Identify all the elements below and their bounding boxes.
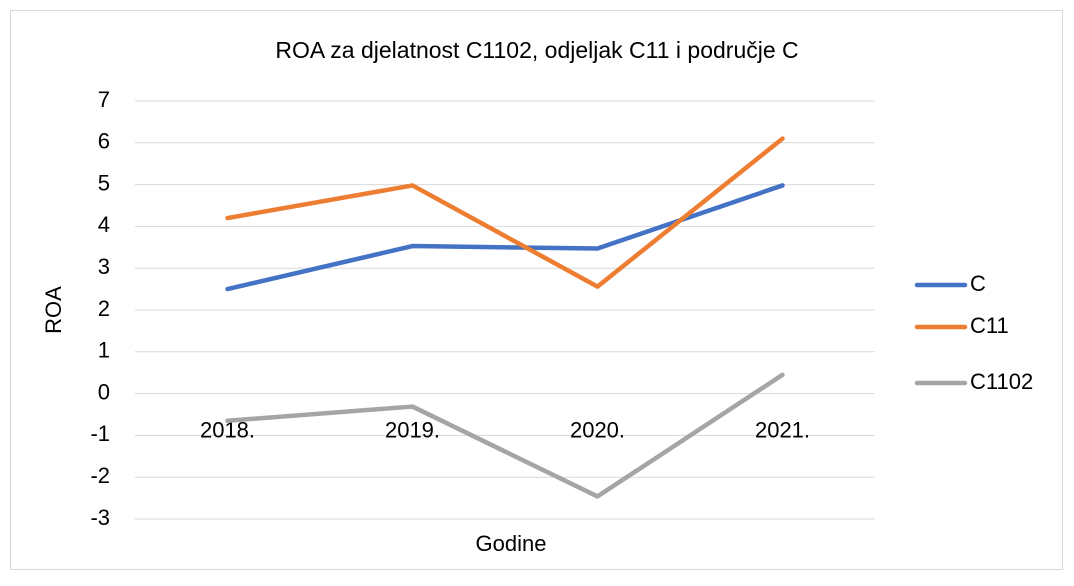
line-series: [225, 136, 785, 289]
x-tick-label: 2019.: [385, 417, 440, 442]
y-tick-label: 7: [98, 87, 110, 112]
x-tick-label: 2021.: [755, 417, 810, 442]
line-series: [225, 183, 785, 292]
y-tick-label: -2: [90, 463, 110, 488]
legend-label: C11: [970, 313, 1009, 338]
y-tick-label: 4: [98, 212, 110, 237]
y-tick-label: 6: [98, 129, 110, 154]
y-tick-label: 1: [98, 338, 110, 363]
y-tick-label: 0: [98, 379, 110, 404]
y-tick-label: 5: [98, 170, 110, 195]
x-tick-label: 2020.: [570, 417, 625, 442]
x-axis-label: Godine: [476, 531, 547, 556]
legend-label: C1102: [970, 369, 1033, 394]
y-tick-label: 2: [98, 296, 110, 321]
y-axis-label: ROA: [41, 286, 66, 334]
line-series: [225, 372, 785, 499]
y-tick-label: -3: [90, 505, 110, 530]
y-tick-label: -1: [90, 421, 110, 446]
chart-border: [10, 10, 1063, 570]
y-tick-label: 3: [98, 254, 110, 279]
legend-label: C: [970, 271, 986, 296]
chart-title: ROA za djelatnost C1102, odjeljak C11 i …: [275, 37, 798, 63]
